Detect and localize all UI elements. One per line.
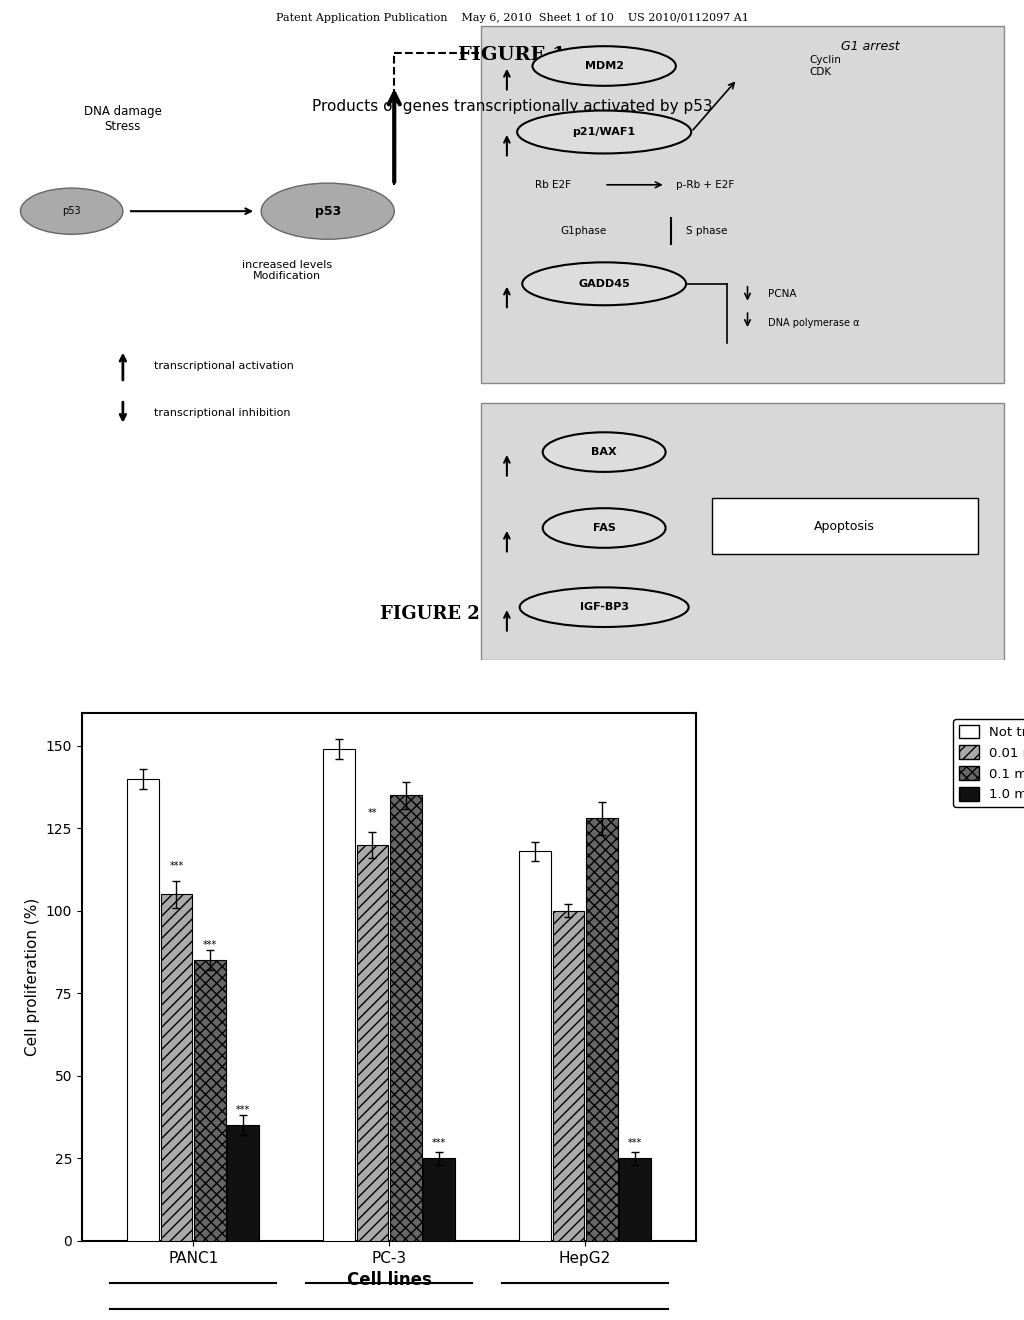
Ellipse shape <box>543 508 666 548</box>
FancyBboxPatch shape <box>481 403 1004 660</box>
Text: BAX: BAX <box>591 447 617 457</box>
Ellipse shape <box>520 587 689 627</box>
Text: ***: *** <box>203 940 217 950</box>
Ellipse shape <box>517 111 691 153</box>
Text: ***: *** <box>236 1105 250 1115</box>
Text: ***: *** <box>432 1138 446 1148</box>
Text: Cyclin
CDK: Cyclin CDK <box>809 55 841 77</box>
Legend: Not treated, 0.01 mg/ml, 0.1 mg/ml, 1.0 mg/ml: Not treated, 0.01 mg/ml, 0.1 mg/ml, 1.0 … <box>953 719 1024 807</box>
Text: MDM2: MDM2 <box>585 61 624 71</box>
Text: p53: p53 <box>314 205 341 218</box>
Ellipse shape <box>543 433 666 473</box>
Bar <box>127 779 159 1241</box>
FancyBboxPatch shape <box>712 498 978 554</box>
Text: Apoptosis: Apoptosis <box>814 520 876 533</box>
Text: Rb E2F: Rb E2F <box>535 180 571 190</box>
Text: Products of genes transcriptionally activated by p53: Products of genes transcriptionally acti… <box>311 99 713 114</box>
Text: p-Rb + E2F: p-Rb + E2F <box>676 180 734 190</box>
Text: ***: *** <box>169 861 183 871</box>
Bar <box>356 845 388 1241</box>
Text: ***: *** <box>628 1138 642 1148</box>
Text: IGF-BP3: IGF-BP3 <box>580 602 629 612</box>
Text: p53: p53 <box>62 206 81 216</box>
Text: FAS: FAS <box>593 523 615 533</box>
Text: transcriptional inhibition: transcriptional inhibition <box>154 408 290 417</box>
Text: increased levels
Modification: increased levels Modification <box>242 260 332 281</box>
Text: PCNA: PCNA <box>768 289 797 298</box>
Bar <box>519 851 551 1241</box>
Bar <box>586 818 617 1241</box>
Ellipse shape <box>522 263 686 305</box>
Ellipse shape <box>261 183 394 239</box>
Text: S phase: S phase <box>686 226 727 236</box>
Bar <box>227 1125 259 1241</box>
Bar <box>324 748 355 1241</box>
Text: **: ** <box>368 808 377 818</box>
Bar <box>423 1159 455 1241</box>
Text: transcriptional activation: transcriptional activation <box>154 362 294 371</box>
Ellipse shape <box>20 189 123 235</box>
Text: DNA damage
Stress: DNA damage Stress <box>84 104 162 133</box>
Text: DNA polymerase α: DNA polymerase α <box>768 318 859 329</box>
Bar <box>390 795 422 1241</box>
Bar <box>194 961 225 1241</box>
Text: FIGURE 1: FIGURE 1 <box>458 46 566 65</box>
FancyBboxPatch shape <box>481 26 1004 383</box>
Text: GADD45: GADD45 <box>579 279 630 289</box>
Text: Patent Application Publication    May 6, 2010  Sheet 1 of 10    US 2010/0112097 : Patent Application Publication May 6, 20… <box>275 13 749 24</box>
Text: G1 arrest: G1 arrest <box>841 40 900 53</box>
Y-axis label: Cell proliferation (%): Cell proliferation (%) <box>26 898 40 1056</box>
Text: p21/WAF1: p21/WAF1 <box>572 127 636 137</box>
Bar <box>620 1159 651 1241</box>
Bar <box>161 895 193 1241</box>
X-axis label: Cell lines: Cell lines <box>347 1271 431 1290</box>
Text: FIGURE 2: FIGURE 2 <box>380 605 480 623</box>
Bar <box>553 911 585 1241</box>
Ellipse shape <box>532 46 676 86</box>
Text: G1phase: G1phase <box>560 226 607 236</box>
